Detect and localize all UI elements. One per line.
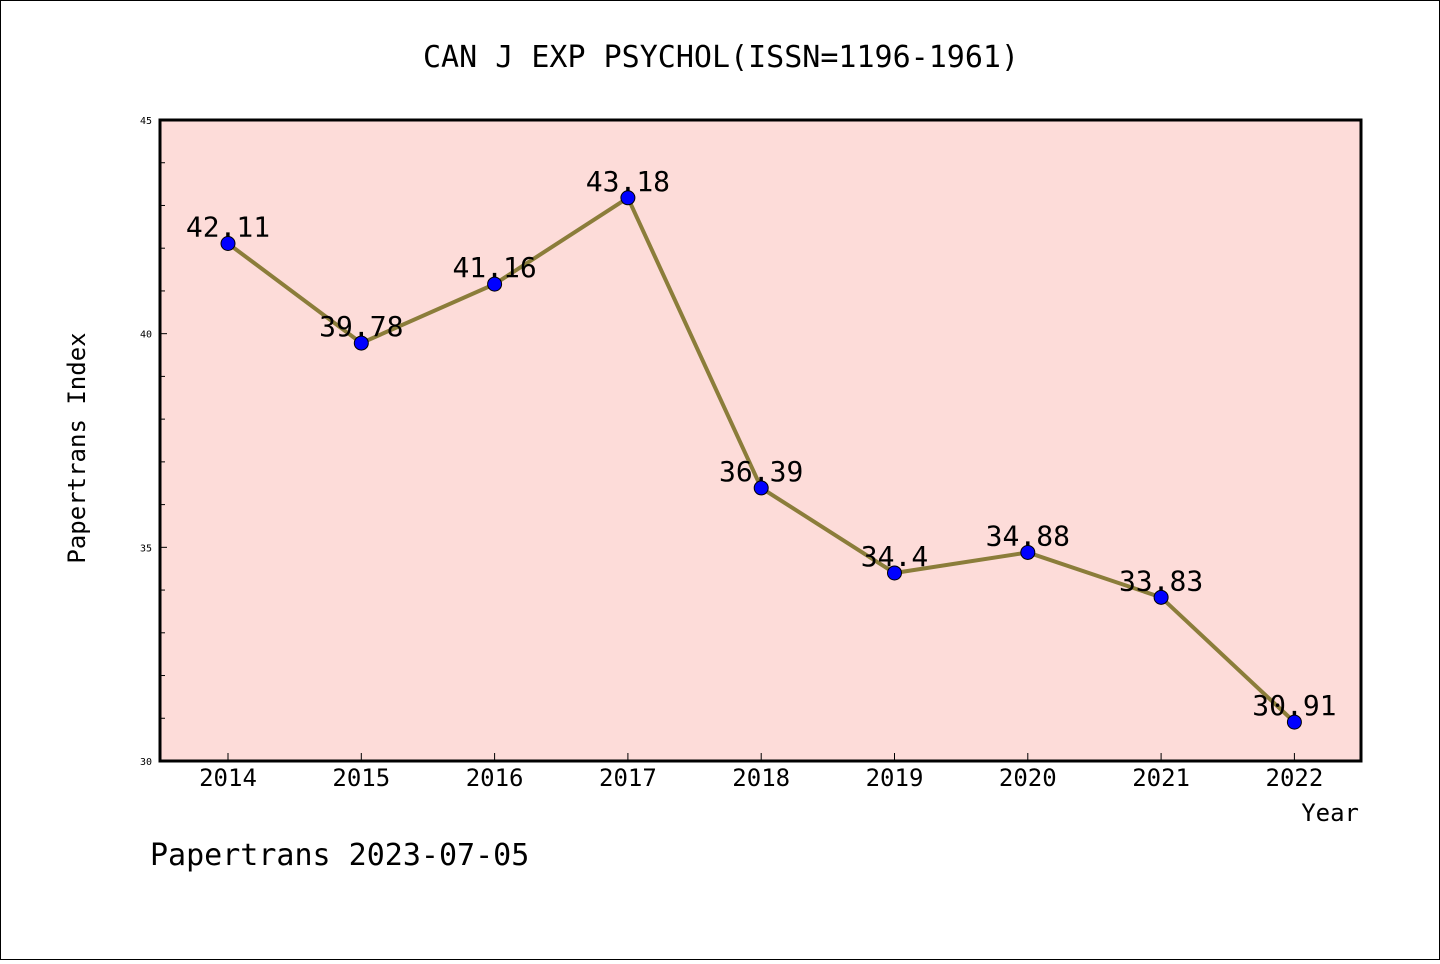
x-tick-label: 2017 (599, 764, 657, 792)
data-label: 34.88 (986, 519, 1070, 552)
data-label: 33.83 (1119, 564, 1203, 597)
x-tick-label: 2021 (1132, 764, 1190, 792)
data-label: 42.11 (186, 210, 270, 243)
data-point (487, 276, 503, 292)
footer-text: Papertrans 2023-07-05 (150, 838, 529, 873)
x-axis-label: Year (1301, 799, 1359, 827)
data-point (1153, 589, 1169, 605)
data-point (753, 480, 769, 496)
x-tick-label: 2020 (999, 764, 1057, 792)
x-tick-label: 2015 (332, 764, 390, 792)
data-label: 41.16 (452, 251, 536, 284)
y-tick-label: 30 (140, 757, 152, 768)
x-tick-label: 2022 (1266, 764, 1324, 792)
data-point (887, 565, 902, 581)
data-point (1286, 714, 1302, 730)
data-point (353, 335, 369, 351)
data-label: 30.91 (1252, 689, 1336, 722)
chart-title: CAN J EXP PSYCHOL(ISSN=1196-1961) (423, 40, 1019, 75)
x-tick-label: 2014 (199, 764, 257, 792)
data-label: 39.78 (319, 310, 403, 343)
data-point (1020, 544, 1036, 560)
y-axis-label: Papertrans Index (63, 332, 91, 563)
x-tick-label: 2019 (866, 764, 924, 792)
y-tick-label: 40 (140, 330, 152, 341)
data-label: 34.4 (861, 540, 928, 573)
data-point (620, 190, 636, 206)
x-tick-label: 2018 (732, 764, 790, 792)
data-point (220, 235, 236, 251)
y-tick-label: 45 (140, 116, 152, 127)
data-label: 36.39 (719, 455, 803, 488)
x-tick-label: 2016 (466, 764, 524, 792)
plot-area (158, 118, 1363, 763)
data-label: 43.18 (586, 165, 670, 198)
y-tick-label: 35 (140, 543, 152, 554)
